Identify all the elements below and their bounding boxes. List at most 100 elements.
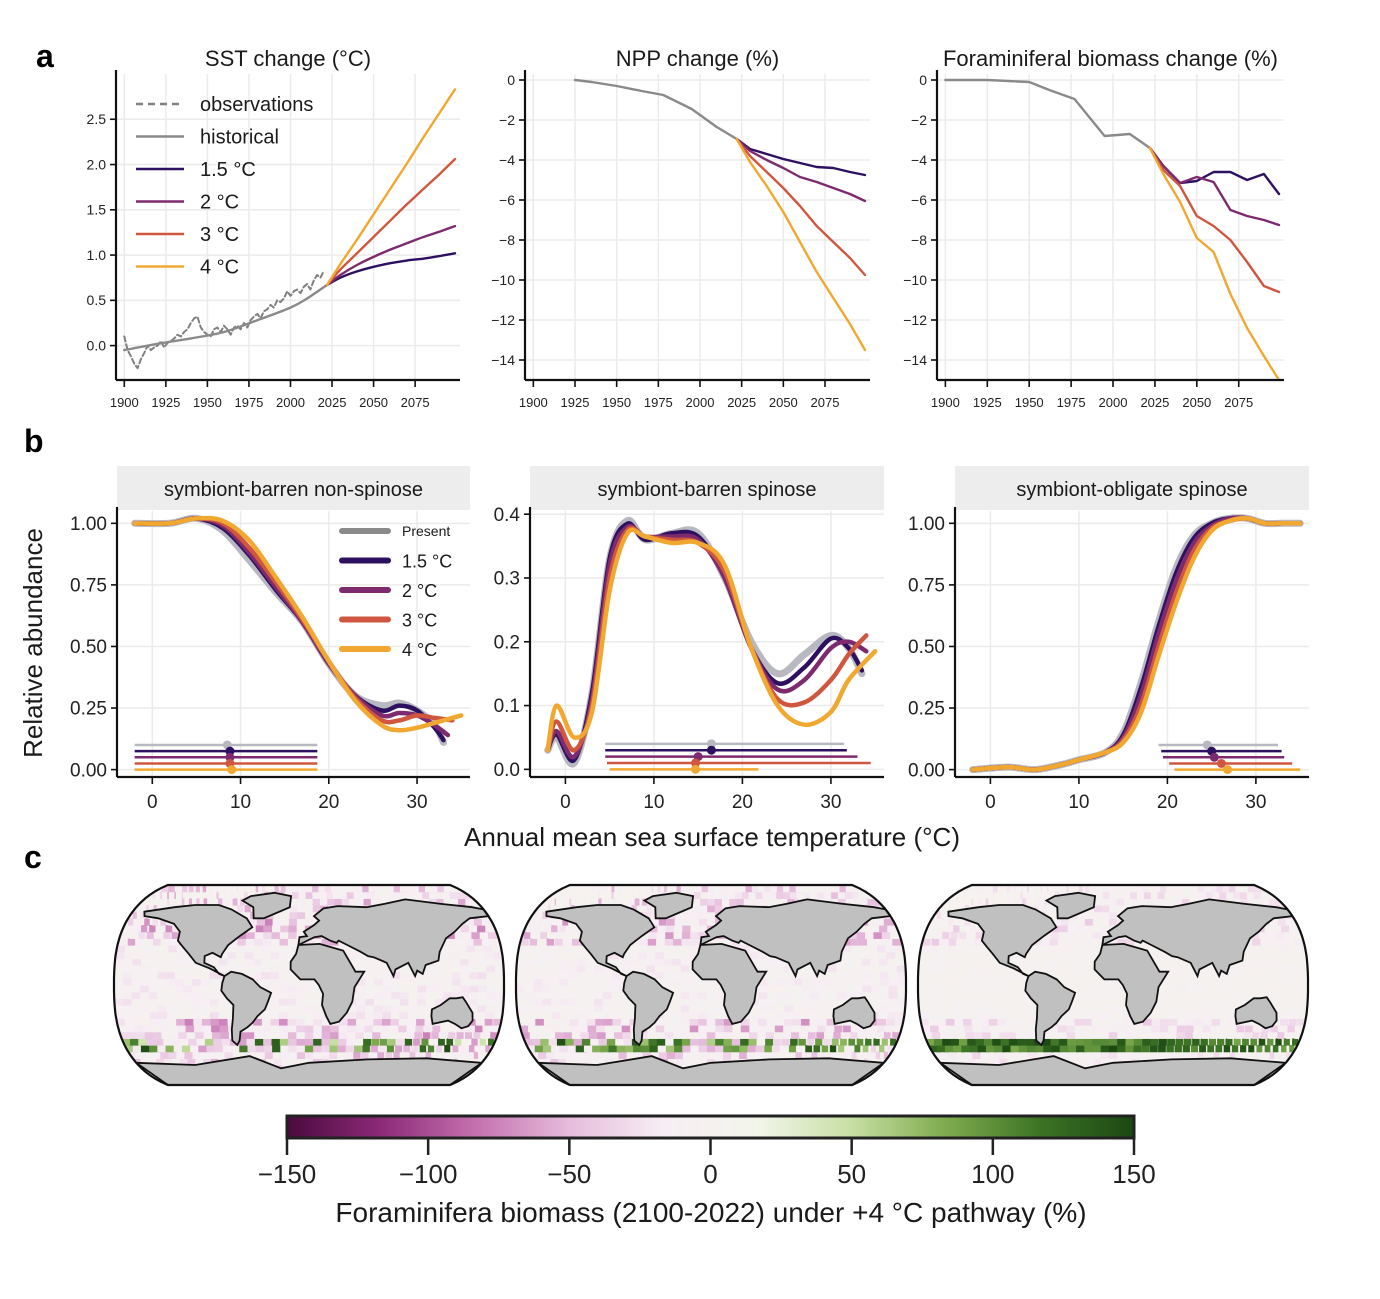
map-cell <box>261 985 271 993</box>
map-cell <box>1166 1045 1174 1053</box>
map-cell <box>988 1018 999 1026</box>
map-cell <box>963 891 967 899</box>
map-cell <box>1185 1025 1194 1033</box>
map-cell <box>614 1031 625 1039</box>
map-cell <box>1082 1005 1093 1013</box>
map-cell <box>1160 958 1170 966</box>
map-cell <box>333 891 343 899</box>
x-tick-label: 30 <box>820 792 841 813</box>
map-cell <box>556 931 565 939</box>
map-cell <box>279 1025 289 1033</box>
map-cell <box>1255 991 1266 999</box>
map-cell <box>1272 965 1283 973</box>
map-cell <box>618 1051 630 1059</box>
map-cell <box>682 1051 693 1059</box>
map-cell <box>577 885 584 893</box>
map-cell <box>1243 1031 1252 1039</box>
map-cell <box>681 938 691 946</box>
map-cell <box>1233 898 1247 906</box>
map-cell <box>287 991 297 999</box>
map-cell <box>517 958 526 966</box>
map-cell <box>280 925 289 933</box>
map-cell <box>406 1025 415 1033</box>
map-cell <box>132 1058 147 1066</box>
map-cell <box>807 1031 816 1039</box>
map-cell <box>1149 1045 1158 1053</box>
map-cell <box>968 1058 981 1066</box>
map-cell <box>1117 1011 1127 1019</box>
map-cell <box>698 1051 708 1059</box>
map-cell <box>167 898 170 906</box>
map-cell <box>869 951 880 959</box>
map-cell <box>1031 958 1041 966</box>
map-cell <box>460 965 470 973</box>
map-cell <box>1022 958 1032 966</box>
map-cell <box>473 1031 481 1039</box>
map-cell <box>133 951 142 959</box>
map-cell <box>356 958 366 966</box>
y-tick-label: 0.5 <box>87 292 107 308</box>
map-cell <box>655 1018 665 1026</box>
map-cell <box>535 951 544 959</box>
map-cell <box>1056 971 1066 979</box>
map-cell <box>936 1011 947 1019</box>
map-cell <box>1091 938 1101 946</box>
map-cell <box>1083 1031 1093 1039</box>
map-cell <box>264 918 273 926</box>
map-cell <box>987 965 997 973</box>
map-cell <box>1083 945 1093 953</box>
map-cell <box>1039 965 1049 973</box>
map-cell <box>999 891 1001 899</box>
map-cell <box>460 971 470 979</box>
map-cell <box>183 971 193 979</box>
map-cell <box>200 998 211 1006</box>
map-cell <box>896 958 906 966</box>
map-cell <box>356 965 366 973</box>
map-cell <box>1176 1025 1186 1033</box>
map-cell <box>525 1005 536 1013</box>
map-cell <box>1059 1045 1070 1053</box>
map-cell <box>860 951 871 959</box>
map-cell <box>460 925 472 933</box>
map-cell <box>1027 891 1030 899</box>
map-cell <box>603 958 613 966</box>
map-cell <box>992 891 994 899</box>
map-cell <box>792 1018 801 1026</box>
map-cell <box>338 1025 348 1033</box>
map-cell <box>203 898 208 906</box>
map-cell <box>715 1038 724 1046</box>
facet-strip <box>117 466 470 510</box>
map-cell <box>676 885 681 893</box>
map-cell <box>471 931 483 939</box>
map-cell <box>1183 1038 1192 1046</box>
map-cell <box>1057 945 1067 953</box>
map-cell <box>801 1011 811 1019</box>
map-cell <box>192 965 202 973</box>
map-cell <box>721 898 731 906</box>
map-cell <box>1007 898 1012 906</box>
map-cell <box>868 945 879 953</box>
map-cell <box>851 945 862 953</box>
map-cell <box>196 898 200 906</box>
map-cell <box>739 1045 748 1053</box>
map-cell <box>680 971 690 979</box>
map-cell <box>161 1031 173 1039</box>
map-cell <box>618 891 621 899</box>
map-cell <box>490 1031 497 1039</box>
map-cell <box>587 1025 598 1033</box>
map-cell <box>239 898 246 906</box>
map-cell <box>1049 945 1058 953</box>
obligate-abundance-chart: symbiont-obligate spinose0.000.250.500.7… <box>908 466 1309 813</box>
map-cell <box>214 1045 226 1053</box>
map-cell <box>622 1031 633 1039</box>
map-cell <box>698 925 708 933</box>
map-cell <box>559 1005 570 1013</box>
map-ocean-cells <box>918 885 1308 1085</box>
map-cell <box>1238 991 1248 999</box>
map-cell <box>481 938 493 946</box>
map-cell <box>592 1045 604 1053</box>
map-cell <box>464 1031 472 1039</box>
map-cell <box>304 1005 314 1013</box>
map-cell <box>1195 1005 1205 1013</box>
map-cell <box>278 998 288 1006</box>
